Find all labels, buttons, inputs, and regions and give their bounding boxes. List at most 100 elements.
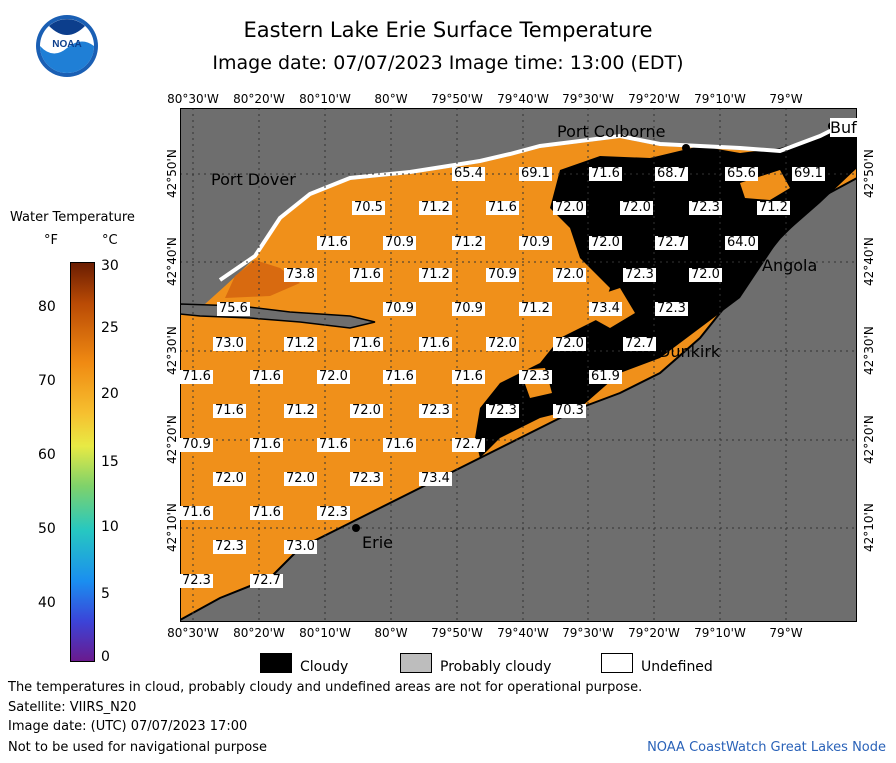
lon-label: 79°50'W	[431, 92, 483, 106]
lon-label: 79°40'W	[497, 92, 549, 106]
temperature-value: 71.2	[757, 200, 790, 215]
lon-label: 79°20'W	[628, 626, 680, 640]
temperature-value: 70.9	[383, 301, 416, 316]
temperature-value: 72.0	[553, 267, 586, 282]
temperature-value: 71.6	[180, 505, 213, 520]
lat-label: 42°10'N	[862, 503, 876, 552]
temperature-value: 73.8	[284, 267, 317, 282]
temperature-value: 72.3	[689, 200, 722, 215]
temperature-value: 71.6	[317, 437, 350, 452]
cloudy-swatch	[260, 653, 292, 673]
lat-label: 42°50'N	[165, 149, 179, 198]
temperature-value: 72.0	[589, 235, 622, 250]
temperature-value: 68.7	[655, 166, 688, 181]
temperature-value: 73.4	[589, 301, 622, 316]
temperature-value: 72.3	[350, 471, 383, 486]
temperature-value: 71.6	[419, 336, 452, 351]
temperature-value: 65.4	[452, 166, 485, 181]
c-tick: 15	[101, 454, 119, 470]
temperature-value: 72.3	[519, 369, 552, 384]
temperature-value: 72.0	[284, 471, 317, 486]
temperature-value: 71.6	[350, 267, 383, 282]
lon-label: 79°10'W	[694, 626, 746, 640]
temperature-value: 71.2	[519, 301, 552, 316]
temperature-value: 71.6	[383, 437, 416, 452]
lon-label: 80°30'W	[167, 92, 219, 106]
c-tick: 5	[101, 586, 110, 602]
temperature-value: 70.5	[352, 200, 385, 215]
undefined-swatch	[601, 653, 633, 673]
temperature-value: 72.7	[655, 235, 688, 250]
temperature-value: 72.7	[250, 573, 283, 588]
c-tick: 30	[101, 258, 119, 274]
clear-patch	[740, 170, 790, 200]
c-tick: 0	[101, 649, 110, 665]
lon-label: 80°10'W	[299, 626, 351, 640]
temperature-value: 70.9	[486, 267, 519, 282]
probably-cloudy-swatch	[400, 653, 432, 673]
temperature-value: 71.2	[284, 403, 317, 418]
port-colborne-marker	[682, 144, 690, 152]
temperature-value: 72.0	[689, 267, 722, 282]
place-port-dover: Port Dover	[211, 170, 296, 189]
temperature-value: 69.1	[792, 166, 825, 181]
temperature-value: 72.0	[486, 336, 519, 351]
temperature-value: 70.3	[553, 403, 586, 418]
temperature-value: 73.0	[284, 539, 317, 554]
temperature-value: 72.0	[213, 471, 246, 486]
lat-label: 42°30'N	[862, 326, 876, 375]
temperature-value: 72.0	[620, 200, 653, 215]
credit-line: NOAA CoastWatch Great Lakes Node	[647, 740, 886, 755]
c-tick: 20	[101, 386, 119, 402]
f-tick: 80	[38, 299, 56, 315]
lon-label: 79°50'W	[431, 626, 483, 640]
undefined-label: Undefined	[641, 659, 713, 675]
probably-cloudy-label: Probably cloudy	[440, 659, 552, 675]
temperature-value: 71.2	[419, 200, 452, 215]
c-tick: 25	[101, 320, 119, 336]
f-tick: 50	[38, 521, 56, 537]
lat-label: 42°40'N	[862, 237, 876, 286]
temperature-value: 71.6	[589, 166, 622, 181]
f-tick: 70	[38, 373, 56, 389]
temperature-value: 70.9	[180, 437, 213, 452]
legend-title: Water Temperature	[10, 210, 135, 225]
warm-water-patch	[225, 260, 300, 298]
temperature-value: 75.6	[217, 301, 250, 316]
temperature-value: 70.9	[519, 235, 552, 250]
navigation-warning: Not to be used for navigational purpose	[8, 740, 268, 755]
lat-label: 42°20'N	[165, 415, 179, 464]
lat-label: 42°30'N	[165, 326, 179, 375]
place-buffalo: Buf	[830, 118, 857, 137]
temperature-value: 71.6	[250, 505, 283, 520]
temperature-value: 72.3	[486, 403, 519, 418]
lon-label: 80°20'W	[233, 626, 285, 640]
image-date-time: Image date: 07/07/2023 Image time: 13:00…	[212, 52, 684, 74]
f-tick: 60	[38, 447, 56, 463]
temperature-value: 72.3	[213, 539, 246, 554]
temperature-value: 71.6	[317, 235, 350, 250]
temperature-value: 70.9	[383, 235, 416, 250]
temperature-value: 61.9	[589, 369, 622, 384]
temperature-value: 73.0	[213, 336, 246, 351]
logo-text: NOAA	[52, 39, 81, 50]
lon-label: 80°20'W	[233, 92, 285, 106]
color-scale-bar	[70, 262, 95, 662]
erie-marker	[352, 524, 360, 532]
temperature-value: 72.7	[452, 437, 485, 452]
lon-label: 79°10'W	[694, 92, 746, 106]
legend-unit-f: °F	[44, 233, 58, 248]
lon-label: 79°W	[769, 626, 803, 640]
lon-label: 79°30'W	[562, 626, 614, 640]
temperature-value: 72.0	[317, 369, 350, 384]
temperature-value: 72.0	[553, 200, 586, 215]
temperature-value: 72.3	[180, 573, 213, 588]
place-angola: Angola	[762, 256, 818, 275]
lon-label: 79°W	[769, 92, 803, 106]
temperature-value: 71.6	[452, 369, 485, 384]
lon-label: 80°W	[374, 626, 408, 640]
lat-label: 42°10'N	[165, 503, 179, 552]
temperature-value: 73.4	[419, 471, 452, 486]
f-tick: 40	[38, 595, 56, 611]
temperature-value: 71.6	[250, 369, 283, 384]
